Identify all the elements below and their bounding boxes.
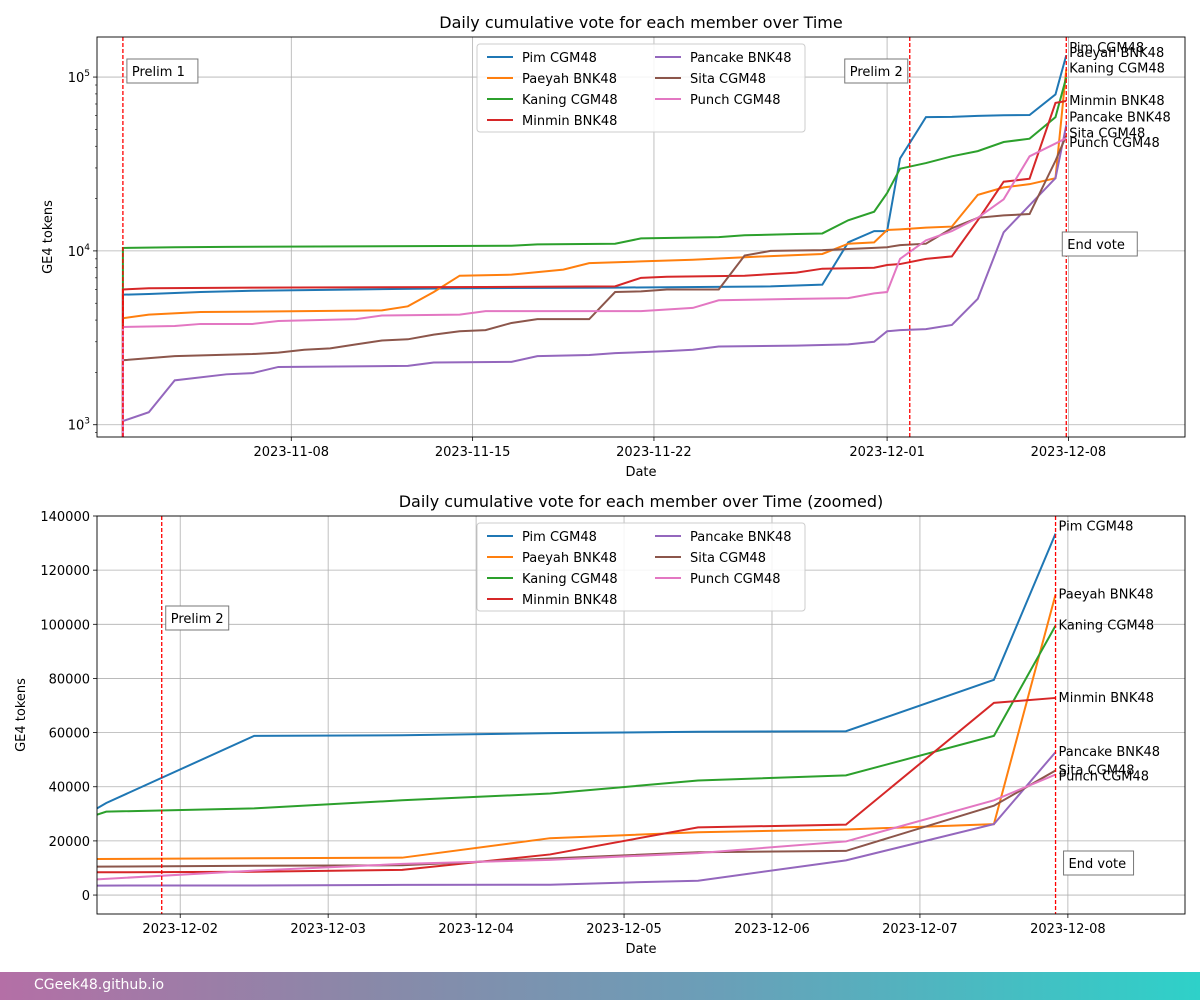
- series-line: [97, 533, 1057, 810]
- event-label-box: [1061, 231, 1138, 257]
- x-tick-label: 2023-12-08: [1030, 922, 1106, 937]
- event-label-box: [165, 605, 230, 631]
- event-label: Prelim 2: [171, 612, 224, 627]
- chart-1: 2023-11-08 2023-11-15 2023-11-22 2023-12-01…: [41, 13, 1186, 480]
- series-end-label: Pim CGM48: [1069, 41, 1144, 56]
- x-tick-label: 2023-12-07: [882, 922, 958, 937]
- series-line: [97, 696, 1056, 874]
- series-line: [121, 137, 1067, 437]
- axes-frame: [96, 36, 1186, 438]
- x-tick-label: 2023-12-03: [290, 922, 366, 937]
- charts-figure: 2023-11-08 2023-11-15 2023-11-22 2023-12-01…: [14, 13, 1186, 957]
- y-axis-label: GE4 tokens: [41, 200, 56, 274]
- y-tick-label: 105: [68, 69, 90, 86]
- y-tick-label: 104: [68, 243, 91, 260]
- series-end-label: Punch CGM48: [1059, 770, 1150, 785]
- event-label-box: [126, 58, 199, 84]
- series-line: [97, 769, 1057, 868]
- legend-entry: Sita CGM48: [690, 72, 766, 87]
- legend-entry: Sita CGM48: [690, 551, 766, 566]
- y-tick-label: 103: [68, 417, 90, 434]
- axes-frame: [96, 515, 1186, 915]
- footer-text[interactable]: CGeek48.github.io: [34, 977, 165, 993]
- legend-entry: Kaning CGM48: [522, 93, 618, 108]
- x-tick-label: 2023-12-02: [142, 922, 218, 937]
- event-label: End vote: [1069, 857, 1127, 872]
- series-end-label: Pim CGM48: [1059, 520, 1134, 535]
- series-end-label: Sita CGM48: [1059, 764, 1135, 779]
- x-tick-label: 2023-12-05: [586, 922, 662, 937]
- series-line: [121, 100, 1067, 437]
- x-tick-label: 2023-11-22: [616, 445, 692, 460]
- y-axis-label: GE4 tokens: [14, 678, 29, 752]
- series-line: [97, 773, 1056, 881]
- series-line: [121, 69, 1068, 437]
- event-label-box: [844, 58, 909, 84]
- series-end-label: Minmin BNK48: [1059, 691, 1154, 706]
- series-end-label: Minmin BNK48: [1069, 94, 1164, 109]
- chart-title: Daily cumulative vote for each member ov…: [399, 492, 884, 511]
- x-tick-label: 2023-12-06: [734, 922, 810, 937]
- x-tick-label: 2023-12-01: [849, 445, 925, 460]
- chart-title: Daily cumulative vote for each member ov…: [439, 13, 842, 32]
- y-tick-label: 20000: [49, 835, 90, 850]
- series-end-label: Pancake BNK48: [1069, 110, 1170, 125]
- y-tick-label: 40000: [49, 781, 90, 796]
- legend-entry: Punch CGM48: [690, 572, 781, 587]
- legend-entry: Paeyah BNK48: [522, 72, 617, 87]
- legend-entry: Pim CGM48: [522, 51, 597, 66]
- x-tick-label: 2023-12-08: [1031, 445, 1107, 460]
- footer-bar: CGeek48.github.io: [0, 972, 1200, 1000]
- legend-entry: Paeyah BNK48: [522, 551, 617, 566]
- series-line: [121, 54, 1068, 437]
- y-tick-label: 140000: [40, 510, 90, 525]
- x-tick-label: 2023-12-04: [438, 922, 514, 937]
- x-axis-label: Date: [625, 942, 656, 957]
- legend-box: [476, 522, 806, 612]
- chart-2: 2023-12-02 2023-12-03 2023-12-04 2023-12-05…: [14, 492, 1186, 957]
- series-end-label: Kaning CGM48: [1059, 619, 1155, 634]
- series-end-label: Paeyah BNK48: [1069, 46, 1164, 61]
- series-end-label: Sita CGM48: [1069, 127, 1145, 142]
- y-tick-label: 120000: [40, 564, 90, 579]
- y-tick-label: 60000: [49, 727, 90, 742]
- legend-entry: Pancake BNK48: [690, 530, 791, 545]
- series-line: [97, 751, 1057, 887]
- series-line: [121, 77, 1068, 437]
- y-tick-label: 80000: [49, 672, 90, 687]
- series-end-label: Pancake BNK48: [1059, 745, 1160, 760]
- legend-box: [476, 43, 806, 133]
- event-label: End vote: [1067, 238, 1125, 253]
- event-label: Prelim 2: [850, 65, 903, 80]
- series-end-label: Punch CGM48: [1069, 136, 1160, 151]
- legend-entry: Minmin BNK48: [522, 114, 617, 129]
- y-tick-label: 100000: [40, 618, 90, 633]
- x-axis-label: Date: [625, 465, 656, 480]
- event-label: Prelim 1: [132, 65, 185, 80]
- legend: Pim CGM48 Paeyah BNK48 Kaning CGM48 Minmin …: [476, 43, 806, 133]
- x-tick-label: 2023-11-15: [435, 445, 511, 460]
- legend-entry: Pancake BNK48: [690, 51, 791, 66]
- event-label-box: [1063, 850, 1135, 876]
- series-line: [97, 594, 1057, 861]
- series-end-label: Kaning CGM48: [1069, 61, 1165, 76]
- series-line: [97, 625, 1057, 816]
- legend: Pim CGM48 Paeyah BNK48 Kaning CGM48 Minmin …: [476, 522, 806, 612]
- legend-entry: Punch CGM48: [690, 93, 781, 108]
- y-tick-label: 0: [82, 889, 90, 904]
- series-line: [121, 125, 1068, 437]
- legend-entry: Pim CGM48: [522, 530, 597, 545]
- legend-entry: Kaning CGM48: [522, 572, 618, 587]
- x-tick-label: 2023-11-08: [254, 445, 330, 460]
- legend-entry: Minmin BNK48: [522, 593, 617, 608]
- series-end-label: Paeyah BNK48: [1059, 588, 1154, 603]
